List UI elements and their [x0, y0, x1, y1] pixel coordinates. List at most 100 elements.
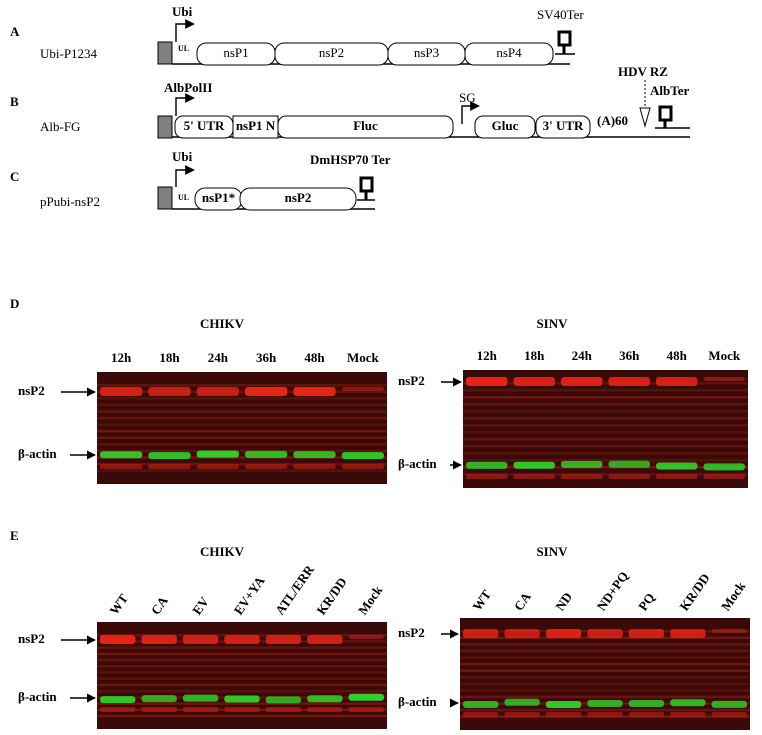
- segment-label: 3' UTR: [543, 118, 584, 133]
- lane-label: CA: [511, 589, 534, 613]
- actin-band: [196, 450, 239, 458]
- background-band: [463, 417, 748, 420]
- lower-red-band: [628, 712, 665, 717]
- band-label: β-actin: [18, 446, 57, 461]
- lower-red-band: [245, 464, 288, 469]
- panel-letter: C: [10, 169, 19, 184]
- lower-red-band: [587, 712, 623, 717]
- background-band: [460, 656, 750, 659]
- actin-band: [100, 451, 143, 459]
- promoter-label: Ubi: [172, 149, 193, 164]
- background-band: [97, 416, 387, 420]
- lane-label: 12h: [111, 350, 132, 365]
- background-band: [97, 397, 387, 400]
- background-band: [463, 438, 748, 441]
- lane-label: WT: [106, 591, 131, 618]
- lane-label: Mock: [355, 582, 386, 617]
- lane-label: WT: [469, 587, 494, 614]
- sg-label: SG: [459, 90, 476, 105]
- panel-letter: D: [10, 296, 19, 311]
- terminator-label: AlbTer: [650, 83, 689, 98]
- lane-label: EV+YA: [231, 573, 268, 617]
- lane-label: 36h: [619, 348, 640, 363]
- band-label: nsP2: [398, 373, 425, 388]
- construct-name: Alb-FG: [40, 119, 80, 134]
- lower-red-band: [348, 707, 384, 712]
- lower-red-band: [293, 464, 336, 469]
- lane-label: 24h: [208, 350, 229, 365]
- lower-red-band: [148, 464, 191, 469]
- lower-red-band: [545, 712, 582, 717]
- actin-band: [182, 694, 219, 702]
- background-band: [460, 669, 750, 672]
- western-blot: [97, 372, 387, 484]
- actin-band: [463, 700, 499, 708]
- lower-red-band: [265, 707, 302, 712]
- segment: [239, 187, 357, 211]
- nsp2-band: [141, 635, 177, 644]
- sg-arrow: [461, 101, 480, 124]
- ul-label: UL: [178, 193, 189, 202]
- promoter-arrow: [175, 93, 195, 116]
- lower-red-band: [341, 464, 384, 469]
- nsp2-band: [628, 629, 665, 638]
- background-band: [97, 469, 387, 472]
- segment-label: nsP1: [223, 45, 248, 60]
- panel-letter: B: [10, 94, 19, 109]
- background-band: [97, 384, 387, 387]
- lane-label: ND: [552, 589, 575, 613]
- actin-band: [307, 695, 343, 703]
- background-band: [460, 682, 750, 686]
- actin-band: [504, 698, 540, 706]
- nsp2-band: [656, 377, 698, 386]
- actin-band: [670, 699, 706, 707]
- enhancer-box: [157, 186, 173, 210]
- band-label: β-actin: [398, 694, 437, 709]
- background-band: [97, 702, 387, 705]
- segment-label: nsP2: [285, 190, 312, 205]
- lower-red-band: [463, 712, 499, 717]
- lower-red-band: [100, 707, 136, 712]
- background-band: [463, 459, 748, 462]
- nsp2-band: [504, 629, 540, 638]
- background-band: [97, 423, 387, 426]
- nsp2-band: [463, 629, 499, 638]
- background-band: [97, 403, 387, 407]
- actin-band: [148, 452, 191, 460]
- lower-red-band: [224, 707, 260, 712]
- blot-title: CHIKV: [200, 316, 245, 331]
- segment: [535, 115, 591, 139]
- background-band: [460, 649, 750, 653]
- nsp2-band: [466, 377, 508, 386]
- ul-label: UL: [178, 44, 189, 53]
- actin-band: [224, 695, 260, 703]
- nsp2-band: [545, 629, 582, 638]
- lower-red-band: [182, 707, 219, 712]
- background-band: [460, 689, 750, 692]
- nsp2-band: [348, 635, 384, 639]
- actin-band: [561, 460, 603, 468]
- ribozyme-label: HDV RZ: [618, 64, 668, 79]
- lane-label: 12h: [477, 348, 498, 363]
- terminator: [557, 30, 572, 47]
- blot-title: SINV: [536, 544, 568, 559]
- background-band: [97, 410, 387, 413]
- actin-band: [341, 452, 384, 460]
- lower-red-band: [466, 474, 508, 479]
- background-band: [463, 473, 748, 476]
- nsp2-band: [182, 635, 219, 644]
- nsp2-band: [245, 387, 288, 396]
- actin-band: [545, 700, 582, 708]
- nsp2-band: [100, 635, 136, 644]
- lower-red-band: [513, 474, 555, 479]
- construct-name: Ubi-P1234: [40, 46, 98, 61]
- actin-band: [466, 461, 508, 469]
- actin-band: [628, 699, 665, 707]
- segment-label: nsP2: [319, 45, 344, 60]
- segment-label: nsP3: [414, 45, 439, 60]
- background-band: [97, 677, 387, 680]
- actin-band: [711, 700, 747, 708]
- nsp2-band: [100, 387, 143, 396]
- background-band: [97, 646, 387, 649]
